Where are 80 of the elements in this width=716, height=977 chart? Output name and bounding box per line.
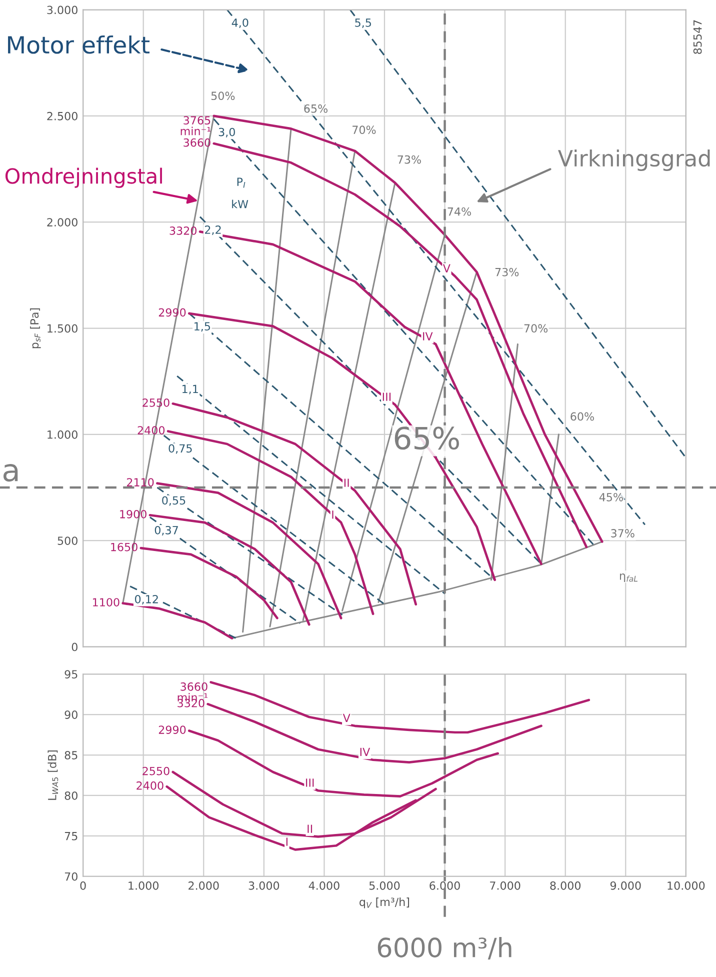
x-tick-label: 1.000: [128, 881, 159, 890]
annotation: 74%: [448, 207, 471, 216]
annotation: kW: [232, 200, 248, 208]
series-label: 3320: [170, 226, 196, 235]
series-label: 1900: [120, 510, 146, 518]
x-tick-label: 0: [80, 881, 86, 890]
annotation: V: [342, 714, 350, 722]
annotation: P$_{I}$: [237, 178, 246, 188]
series-label: 1,5: [194, 322, 210, 332]
series-label: 3,0: [218, 128, 235, 138]
y-tick-label: 500: [58, 536, 78, 545]
y-tick-label: 75: [64, 832, 78, 840]
annotation: 60%: [570, 412, 594, 421]
series-label: 2,2: [204, 226, 221, 236]
x-axis-title: q$_{V}$ [m³/h]: [360, 898, 410, 908]
annotation: IV: [423, 332, 433, 340]
series-label: 2550: [142, 398, 170, 407]
annotation: Virkningsgrad: [558, 149, 710, 171]
annotation: 65%: [394, 426, 459, 450]
y-tick-label: 90: [64, 710, 78, 719]
x-tick-label: 8.000: [550, 881, 581, 890]
series-label: 2110: [126, 478, 154, 486]
annotation: 45%: [599, 492, 623, 502]
x-tick-label: 6.000: [430, 881, 460, 890]
y-tick-label: 1.500: [48, 324, 78, 333]
y-tick-label: 0: [72, 642, 78, 652]
series-label: 4,0: [232, 18, 248, 28]
y-tick-label: 85: [64, 751, 78, 760]
annotation: I: [332, 510, 334, 519]
series-label: 1,1: [182, 384, 198, 394]
x-tick-label: 3.000: [248, 881, 280, 890]
text: 85547: [693, 20, 702, 54]
annotation: I: [286, 838, 288, 846]
annotation: II: [308, 824, 312, 833]
x-tick-label: 4.000: [308, 881, 340, 890]
y-tick-label: 3.000: [47, 6, 78, 14]
series-label: 2990: [158, 308, 186, 317]
ref-line-label: a: [4, 464, 18, 482]
x-tick-label: 7.000: [490, 881, 520, 890]
series-label: 2990: [158, 726, 186, 734]
annotation: Motor effekt: [8, 35, 150, 54]
series-label: 0,12: [134, 594, 158, 605]
annotation: V: [442, 264, 450, 272]
annotation: IV: [360, 748, 370, 756]
annotation: 65%: [304, 104, 328, 113]
annotation: III: [382, 392, 391, 401]
annotation: η$_{faL}$: [620, 574, 638, 582]
series-label: 2550: [142, 766, 170, 776]
x-tick-label: 2.000: [188, 881, 219, 890]
series-label: 3765 min⁻¹: [180, 116, 210, 136]
series-label: 1100: [93, 598, 120, 606]
annotation: 70%: [524, 324, 548, 333]
y-tick-label: 70: [64, 872, 78, 881]
y-tick-label: 2.500: [47, 112, 78, 120]
annotation: 73%: [398, 155, 421, 164]
series-label: 0,75: [168, 444, 192, 454]
annotation: Omdrejningstal: [5, 168, 162, 188]
ref-line-label: 6000 m³/h: [378, 937, 512, 960]
series-label: 3660: [184, 138, 210, 147]
annotation: 50%: [211, 92, 235, 100]
series-label: 5,5: [355, 18, 371, 28]
series-label: 0,55: [162, 496, 186, 506]
series-label: 2400: [136, 781, 164, 790]
annotation: 37%: [611, 529, 634, 538]
series-label: 0,37: [154, 526, 178, 536]
x-tick-label: 10.000: [668, 881, 705, 890]
y-axis-title: p$_{sF}$ [Pa]: [30, 308, 41, 348]
y-tick-label: 80: [64, 791, 78, 800]
series-label: 1650: [111, 542, 138, 552]
annotation: III: [306, 778, 314, 787]
series-label: 2400: [138, 426, 165, 434]
annotation: II: [344, 478, 349, 487]
y-tick-label: 1.000: [48, 430, 78, 439]
x-tick-label: 5.000: [369, 881, 400, 890]
annotation: 73%: [495, 268, 519, 276]
y-axis-title: L$_{WA5}$ [dB]: [48, 750, 58, 800]
y-tick-label: 95: [64, 670, 78, 679]
y-tick-label: 2.000: [47, 218, 78, 226]
x-tick-label: 9.000: [610, 881, 641, 890]
annotation: 70%: [352, 126, 376, 134]
